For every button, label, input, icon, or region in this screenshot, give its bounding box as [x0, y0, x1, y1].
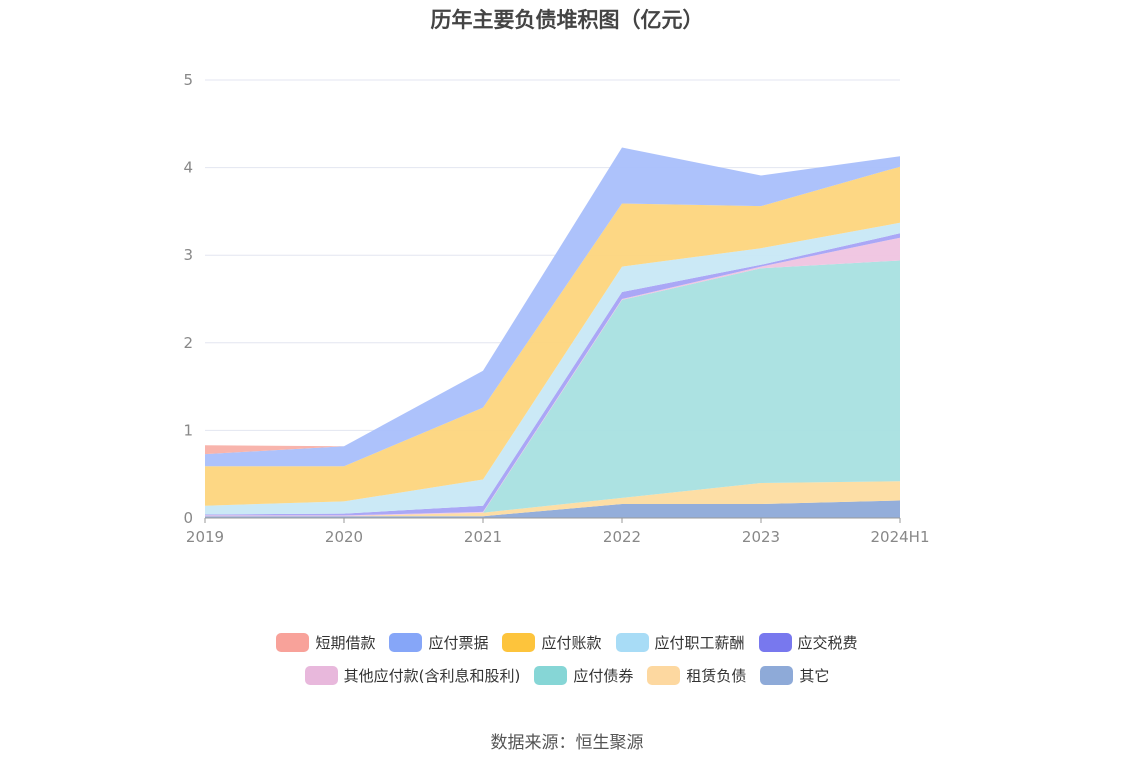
- legend-label: 应付账款: [541, 634, 602, 652]
- area-series: [205, 147, 900, 467]
- legend-item[interactable]: 应交税费: [758, 632, 858, 653]
- legend-item[interactable]: 应付账款: [502, 632, 602, 653]
- legend-item[interactable]: 应付职工薪酬: [615, 632, 745, 653]
- y-tick-label: 4: [183, 159, 193, 177]
- x-tick-label: 2023: [742, 528, 780, 546]
- legend-item[interactable]: 应付票据: [389, 632, 488, 653]
- chart-title: 历年主要负债堆积图（亿元）: [430, 8, 704, 32]
- legend-row-1: 短期借款 应付票据 应付账款 应付职工薪酬 应交税费: [0, 632, 1134, 653]
- legend-item[interactable]: 其它: [760, 665, 829, 686]
- legend-label: 短期借款: [315, 634, 376, 652]
- legend-swatch: [502, 633, 536, 652]
- stacked-area-chart: 0 1 2 3 4 5 2019 2020 2021 2022 2023 2024H1: [183, 71, 930, 546]
- legend-label: 其他应付款(含利息和股利): [343, 667, 521, 685]
- area-series: [205, 166, 900, 506]
- x-tick-label: 2021: [464, 528, 502, 546]
- legend-label: 应交税费: [797, 634, 858, 652]
- y-tick-label: 5: [183, 71, 193, 89]
- area-series: [205, 481, 900, 517]
- legend-label: 应付票据: [428, 634, 489, 652]
- legend-swatch: [534, 666, 568, 685]
- area-series: [205, 500, 900, 518]
- legend-swatch: [647, 666, 681, 685]
- legend-label: 其它: [799, 667, 830, 685]
- legend-item[interactable]: 租赁负债: [647, 665, 746, 686]
- legend-label: 应付职工薪酬: [654, 634, 745, 652]
- y-tick-label: 3: [183, 246, 193, 264]
- legend-item[interactable]: 短期借款: [276, 632, 375, 653]
- x-tick-label: 2022: [603, 528, 641, 546]
- legend-swatch: [615, 633, 649, 652]
- legend-swatch: [389, 633, 423, 652]
- legend-item[interactable]: 其他应付款(含利息和股利): [304, 665, 521, 686]
- legend-row-2: 其他应付款(含利息和股利) 应付债券 租赁负债 其它: [0, 665, 1134, 686]
- y-tick-label: 1: [183, 421, 193, 439]
- legend-label: 租赁负债: [686, 667, 747, 685]
- x-tick-label: 2024H1: [871, 528, 930, 546]
- legend-swatch: [304, 666, 338, 685]
- area-series: [205, 260, 900, 517]
- legend-label: 应付债券: [573, 667, 634, 685]
- legend-swatch: [758, 633, 792, 652]
- legend-swatch: [276, 633, 310, 652]
- y-tick-label: 0: [183, 509, 193, 527]
- y-tick-label: 2: [183, 334, 193, 352]
- data-source: 数据来源：恒生聚源: [490, 733, 644, 753]
- legend-swatch: [760, 666, 794, 685]
- legend-item[interactable]: 应付债券: [534, 665, 633, 686]
- x-tick-label: 2020: [325, 528, 363, 546]
- x-tick-label: 2019: [186, 528, 224, 546]
